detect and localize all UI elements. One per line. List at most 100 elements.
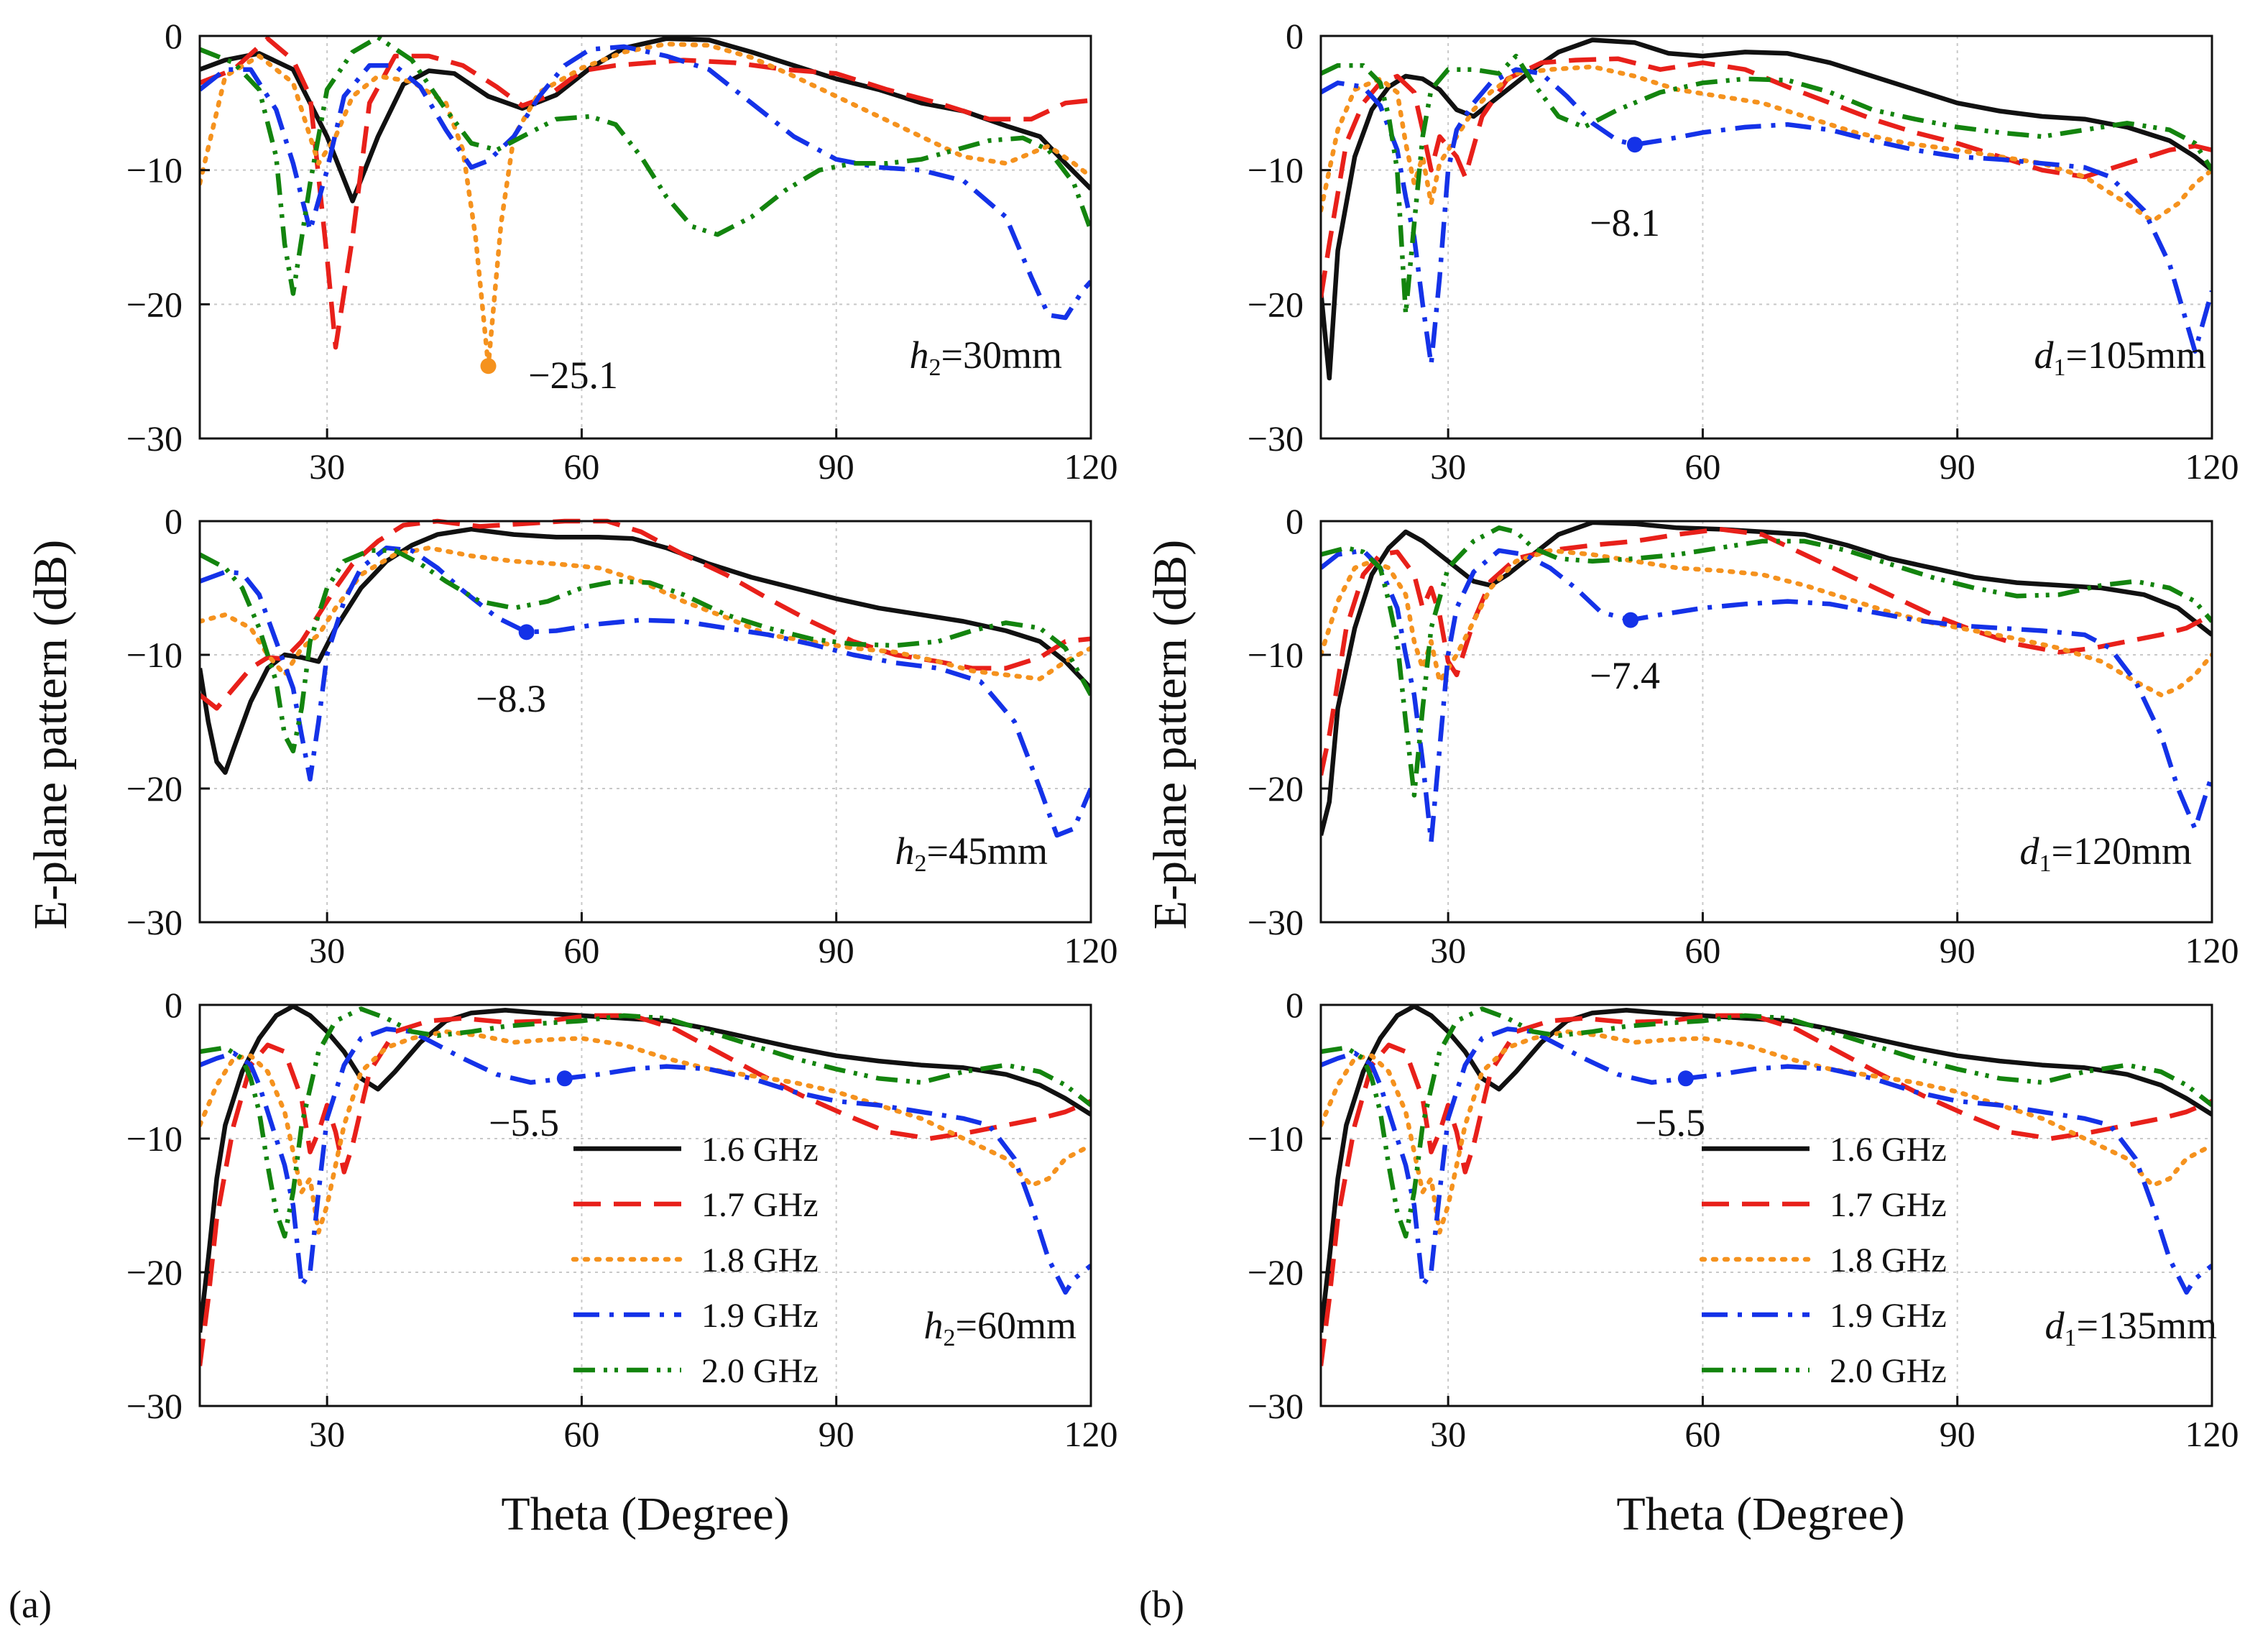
series-line-1-9-ghz: [1321, 67, 2212, 367]
x-tick-label: 120: [1064, 930, 1118, 970]
series-line-1-8-ghz: [1321, 1029, 2212, 1235]
series-group: [1321, 1003, 2212, 1366]
x-tick-label: 30: [1430, 1414, 1466, 1454]
y-tick-label: −30: [1248, 902, 1304, 942]
min-value-label: −8.1: [1590, 201, 1660, 244]
y-tick-label: −20: [126, 1252, 183, 1292]
y-axis-label-right: E-plane pattern (dB): [1144, 540, 1197, 929]
parameter-label: h2=45mm: [895, 830, 1048, 877]
x-tick-label: 120: [2185, 1414, 2239, 1454]
parameter-label: d1=105mm: [2034, 334, 2206, 381]
min-marker-dot: [556, 1070, 573, 1087]
series-line-1-9-ghz: [1321, 1026, 2212, 1295]
legend-label: 1.8 GHz: [701, 1241, 819, 1279]
y-tick-label: −10: [126, 150, 183, 190]
x-tick-label: 90: [819, 446, 854, 487]
y-tick-label: 0: [1286, 501, 1304, 541]
series-line-1-7-ghz: [200, 518, 1091, 711]
legend: 1.6 GHz 1.7 GHz 1.8 GHz 1.9 GHz 2.0 GHz: [1699, 1131, 1947, 1390]
x-tick-label: 30: [309, 446, 345, 487]
series-line-2-0-ghz: [200, 1006, 1091, 1239]
x-tick-label: 90: [1940, 446, 1976, 487]
x-tick-label: 90: [1940, 930, 1976, 970]
x-tick-label: 90: [1940, 1414, 1976, 1454]
parameter-label: d1=135mm: [2045, 1304, 2217, 1351]
series-line-1-6-ghz: [1321, 37, 2212, 381]
series-line-1-6-ghz: [1321, 1003, 2212, 1333]
x-tick-label: 90: [819, 1414, 854, 1454]
y-tick-label: −20: [1248, 1252, 1304, 1292]
y-tick-label: −30: [126, 902, 183, 942]
y-tick-label: −10: [1248, 150, 1304, 190]
y-tick-label: −10: [126, 635, 183, 675]
legend-label: 1.7 GHz: [1830, 1186, 1947, 1224]
min-value-label: −7.4: [1590, 654, 1660, 697]
legend: 1.6 GHz 1.7 GHz 1.8 GHz 1.9 GHz 2.0 GHz: [571, 1131, 819, 1390]
x-tick-label: 60: [563, 1414, 599, 1454]
y-tick-label: −20: [126, 768, 183, 809]
x-tick-label: 60: [1684, 1414, 1720, 1454]
series-group: [200, 1003, 1091, 1366]
legend-label: 2.0 GHz: [701, 1352, 819, 1390]
panel-b2: 30 60 90 120 0 −10 −20 −30 −7.4 d1=120mm: [1248, 501, 2239, 970]
x-tick-label: 120: [1064, 1414, 1118, 1454]
x-axis-label-right: Theta (Degree): [1616, 1488, 1904, 1540]
x-tick-label: 60: [563, 930, 599, 970]
legend-label: 1.7 GHz: [701, 1186, 819, 1224]
x-tick-label: 120: [2185, 446, 2239, 487]
y-tick-label: 0: [165, 16, 183, 56]
y-tick-label: −10: [1248, 635, 1304, 675]
x-tick-label: 30: [1430, 446, 1466, 487]
min-value-label: −8.3: [476, 677, 546, 720]
plot-frame: [1319, 35, 2213, 440]
x-tick-label: 120: [1064, 446, 1118, 487]
series-line-1-8-ghz: [1321, 548, 2212, 698]
x-tick-label: 30: [309, 1414, 345, 1454]
plot-frame: [198, 1003, 1092, 1407]
y-tick-label: −20: [1248, 284, 1304, 324]
y-tick-label: 0: [165, 985, 183, 1025]
parameter-label: h2=30mm: [910, 334, 1062, 381]
y-tick-label: −30: [1248, 418, 1304, 459]
series-line-2-0-ghz: [1321, 53, 2212, 316]
y-tick-label: −10: [1248, 1118, 1304, 1159]
x-tick-label: 60: [1684, 446, 1720, 487]
y-tick-label: 0: [1286, 16, 1304, 56]
min-marker-dot: [1626, 137, 1643, 153]
min-marker-dot: [480, 358, 497, 374]
series-line-1-7-ghz: [200, 1013, 1091, 1366]
legend-label: 2.0 GHz: [1830, 1352, 1947, 1390]
plot-frame: [1319, 520, 2213, 924]
series-line-1-7-ghz: [1321, 526, 2212, 776]
min-marker-dot: [518, 624, 535, 640]
series-line-1-9-ghz: [200, 1026, 1091, 1295]
legend-label: 1.6 GHz: [1830, 1131, 1947, 1169]
x-tick-label: 60: [563, 446, 599, 487]
y-tick-label: −20: [126, 284, 183, 324]
plot-frame: [198, 520, 1092, 924]
series-line-1-8-ghz: [200, 1029, 1091, 1235]
y-tick-label: −30: [1248, 1386, 1304, 1426]
series-line-1-9-ghz: [200, 545, 1091, 838]
x-tick-label: 60: [1684, 930, 1720, 970]
panel-a1: 30 60 90 120 0 −10 −20 −30 −25.1 h2=30mm: [126, 16, 1118, 487]
x-tick-label: 120: [2185, 930, 2239, 970]
series-line-1-8-ghz: [200, 545, 1091, 681]
y-tick-label: −10: [126, 1118, 183, 1159]
series-line-1-9-ghz: [200, 44, 1091, 321]
x-tick-label: 30: [1430, 930, 1466, 970]
series-line-1-8-ghz: [1321, 64, 2212, 224]
legend-label: 1.9 GHz: [701, 1297, 819, 1335]
series-group: [1321, 37, 2212, 381]
series-line-2-0-ghz: [200, 548, 1091, 754]
y-tick-label: −30: [126, 1386, 183, 1426]
plot-frame: [1319, 1003, 2213, 1407]
plot-frame: [198, 35, 1092, 440]
y-tick-label: 0: [165, 501, 183, 541]
legend-label: 1.6 GHz: [701, 1131, 819, 1169]
panel-a3: 30 60 90 120 0 −10 −20 −30 −5.5 h2=60mm 1.6 GHz 1.7…: [126, 985, 1118, 1454]
series-line-1-6-ghz: [200, 1003, 1091, 1333]
y-tick-label: 0: [1286, 985, 1304, 1025]
